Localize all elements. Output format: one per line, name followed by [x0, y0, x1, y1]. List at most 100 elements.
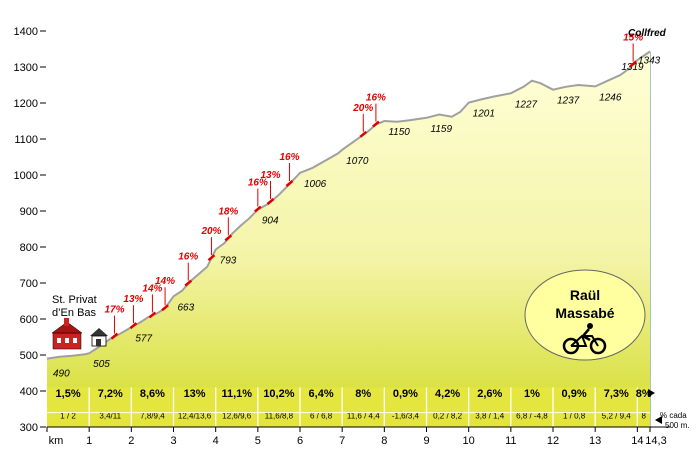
steep-section-mark: [266, 198, 275, 205]
profile-line: [46, 50, 651, 360]
steep-grade-label: 18%: [218, 206, 238, 217]
segment-grade: 8%: [355, 388, 371, 400]
unit-note-2: 500 m.: [665, 421, 689, 430]
steep-grade-label: 14%: [142, 283, 162, 294]
altitude-label: 1237: [557, 96, 580, 107]
segment-detail: 8: [641, 411, 646, 420]
x-tick-label: 4: [213, 435, 219, 447]
steep-section-mark: [129, 322, 138, 330]
segment-grade: 7,3%: [604, 388, 629, 400]
segment-grade: 10,2%: [263, 388, 294, 400]
profile-labels: 490 505 577 663 793 904 1006 1070 1150 1159 1201 12…: [53, 32, 661, 379]
altitude-label: 793: [220, 256, 237, 267]
steep-section-mark: [629, 60, 637, 68]
steep-section-mark: [372, 120, 380, 128]
author-last-name: Massabé: [555, 305, 614, 321]
segment-detail: 12,6/9,6: [222, 411, 251, 420]
y-tick-label: 500: [20, 350, 38, 362]
gradient-band: [47, 387, 650, 427]
segment-detail: 0,2 / 8,2: [433, 411, 462, 420]
profile-area: [46, 50, 651, 427]
altitude-label: 577: [135, 333, 152, 344]
y-tick-label: 1200: [14, 98, 38, 110]
altitude-label: 1343: [638, 56, 661, 67]
steep-grade-label: 14%: [155, 276, 175, 287]
x-tick-label: 5: [255, 435, 261, 447]
segment-detail: 3,8 / 1,4: [475, 411, 504, 420]
y-tick-label: 800: [20, 242, 38, 254]
steep-grade-label: 16%: [279, 152, 299, 163]
segment-grade: 6,4%: [309, 388, 334, 400]
gradient-bar: 1,5% 1 / 2 7,2% 3,4/11 8,6% 7,8/9,4 13% 12,4/13…: [47, 387, 652, 427]
x-tick-label: 8: [381, 435, 387, 447]
steep-grade-label: 13%: [123, 294, 143, 305]
segment-grade: 13%: [184, 388, 206, 400]
x-tick-label: 12: [547, 435, 559, 447]
village-icon: [51, 318, 83, 350]
segment-detail: -1,6/3,4: [392, 411, 420, 420]
steep-grade-label: 20%: [352, 103, 373, 114]
start-place-label-2: d’En Bas: [52, 307, 97, 319]
author-first-name: Raül: [570, 287, 600, 303]
author-badge: Raül Massabé: [524, 269, 646, 361]
arrow-right-icon: [648, 389, 655, 397]
y-tick-label: 400: [20, 386, 38, 398]
segment-detail: 12,4/13,6: [178, 411, 212, 420]
altitude-label: 1070: [346, 156, 369, 167]
x-tick-label: km: [49, 435, 64, 447]
x-tick-label: 9: [423, 435, 429, 447]
segment-grade: 0,9%: [562, 388, 587, 400]
altitude-label: 1006: [304, 179, 327, 190]
x-tick-label: 14,3: [645, 435, 666, 447]
altitude-label: 490: [53, 369, 70, 380]
altitude-label: 1159: [431, 124, 453, 135]
segment-detail: 6 / 6,8: [310, 411, 333, 420]
y-tick-label: 1400: [14, 26, 38, 38]
altitude-label: 1150: [388, 127, 410, 138]
segment-grade: 0,9%: [393, 388, 418, 400]
altitude-label: 663: [178, 302, 195, 313]
bicycle-icon: [562, 323, 607, 355]
steep-section-mark: [285, 180, 294, 187]
steep-section-mark: [184, 279, 193, 287]
y-tick-label: 1000: [14, 170, 38, 182]
altitude-label: 1246: [599, 92, 622, 103]
segment-detail: 1 / 0,8: [563, 411, 586, 420]
altitude-label: 1319: [621, 62, 644, 73]
steep-grade-label: 20%: [200, 226, 221, 237]
steep-section-mark: [224, 234, 233, 242]
segment-grade: 1%: [524, 388, 540, 400]
steep-grade-label: 16%: [178, 252, 198, 263]
segment-grade: 4,2%: [435, 388, 460, 400]
altitude-label: 1227: [515, 99, 538, 110]
x-tick-label: 10: [463, 435, 475, 447]
end-place-label: Collfred: [628, 28, 667, 39]
segment-detail: 6,8 / -4,8: [516, 411, 548, 420]
steep-section-mark: [148, 311, 157, 319]
start-place-label: St. Privat: [52, 294, 97, 306]
steep-grade-label: 15%: [623, 32, 643, 43]
segment-grade: 7,2%: [98, 388, 123, 400]
arrow-left-icon: [655, 416, 662, 424]
y-tick-label: 300: [20, 422, 38, 434]
y-tick-label: 1300: [14, 62, 38, 74]
x-tick-label: 6: [297, 435, 303, 447]
steep-grade-label: 17%: [104, 305, 124, 316]
y-tick-label: 1100: [14, 134, 38, 146]
segment-detail: 1 / 2: [60, 411, 76, 420]
altitude-label: 904: [262, 216, 279, 227]
profile-fill: [47, 51, 650, 427]
x-tick-label: 11: [505, 435, 516, 447]
x-tick-label: 7: [339, 435, 345, 447]
segment-grade: 11,1%: [221, 388, 252, 400]
steep-grade-label: 16%: [248, 178, 268, 189]
house-icon: [90, 328, 108, 347]
segment-detail: 3,4/11: [99, 411, 121, 420]
x-tick-label: 3: [170, 435, 176, 447]
steep-grade-label: 13%: [260, 170, 280, 181]
x-tick-label: 2: [128, 435, 134, 447]
segment-detail: 11,6 / 4,4: [347, 411, 380, 420]
altitude-label: 505: [93, 359, 110, 370]
